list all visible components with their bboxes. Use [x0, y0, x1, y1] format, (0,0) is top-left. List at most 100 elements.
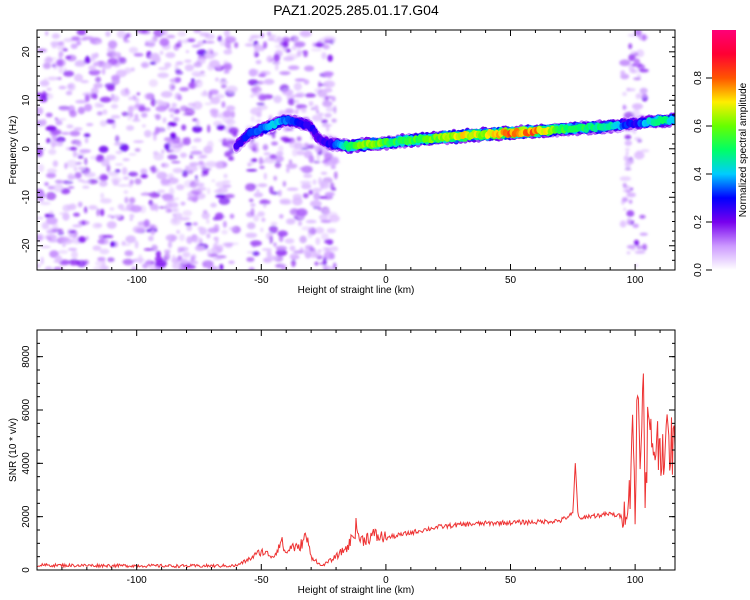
noise-speckle	[633, 77, 641, 81]
noise-speckle	[245, 183, 256, 192]
noise-speckle	[623, 185, 631, 189]
noise-speckle	[154, 126, 160, 135]
noise-speckle	[263, 152, 271, 156]
noise-speckle	[131, 266, 137, 270]
noise-speckle	[194, 179, 200, 184]
noise-speckle	[129, 179, 134, 185]
noise-speckle	[266, 250, 272, 257]
noise-speckle	[57, 45, 66, 51]
noise-speckle	[286, 163, 298, 169]
noise-speckle	[303, 50, 308, 58]
noise-speckle	[105, 31, 111, 37]
noise-speckle	[255, 60, 262, 65]
chart-title: PAZ1.2025.285.01.17.G04	[273, 2, 439, 18]
noise-speckle	[321, 119, 328, 124]
noise-speckle	[172, 213, 176, 217]
noise-speckle	[66, 159, 78, 168]
noise-speckle	[206, 218, 210, 224]
noise-speckle	[247, 161, 255, 166]
noise-speckle	[280, 264, 287, 270]
noise-speckle	[62, 243, 66, 247]
noise-speckle	[129, 197, 136, 204]
noise-speckle	[126, 125, 135, 131]
noise-speckle	[227, 157, 235, 161]
noise-speckle	[38, 197, 44, 202]
noise-speckle	[279, 214, 284, 219]
noise-speckle	[621, 197, 629, 203]
noise-speckle	[209, 59, 221, 68]
noise-speckle	[199, 70, 205, 75]
noise-speckle	[269, 235, 274, 244]
noise-speckle	[282, 89, 294, 96]
noise-speckle	[325, 106, 335, 112]
x-tick-label: 0	[383, 275, 389, 286]
noise-speckle	[273, 53, 281, 62]
noise-speckle	[292, 197, 303, 206]
noise-speckle	[629, 187, 634, 191]
noise-speckle	[37, 107, 44, 116]
noise-speckle	[111, 74, 121, 81]
noise-speckle	[58, 51, 64, 57]
noise-speckle	[51, 141, 55, 149]
noise-speckle	[37, 147, 43, 155]
noise-speckle	[86, 123, 94, 127]
noise-speckle	[92, 62, 101, 67]
noise-speckle	[58, 249, 69, 254]
noise-speckle	[628, 43, 633, 50]
noise-speckle	[56, 77, 62, 80]
noise-speckle	[129, 213, 135, 219]
noise-speckle	[100, 208, 105, 217]
noise-speckle	[92, 40, 96, 44]
noise-speckle	[190, 150, 203, 155]
noise-speckle	[159, 38, 170, 47]
noise-speckle	[160, 178, 171, 185]
noise-speckle	[47, 185, 55, 190]
noise-speckle	[81, 220, 86, 226]
ridge-cell	[671, 116, 675, 124]
noise-speckle	[333, 105, 337, 114]
noise-speckle	[180, 201, 186, 206]
noise-speckle	[285, 218, 296, 225]
noise-speckle	[186, 236, 193, 245]
noise-speckle	[222, 64, 230, 69]
noise-speckle	[109, 207, 115, 211]
noise-speckle	[622, 189, 632, 193]
noise-speckle	[76, 141, 82, 147]
noise-speckle	[303, 79, 310, 85]
x-tick-label: -100	[127, 275, 147, 286]
noise-speckle	[314, 104, 319, 111]
noise-speckle	[211, 51, 219, 57]
noise-speckle	[247, 79, 259, 86]
noise-speckle	[315, 237, 321, 245]
noise-speckle	[58, 85, 67, 90]
noise-speckle	[90, 87, 99, 95]
noise-speckle	[636, 150, 641, 156]
noise-speckle	[170, 113, 174, 118]
noise-speckle	[307, 232, 313, 239]
noise-speckle	[179, 87, 190, 92]
noise-speckle	[113, 51, 121, 58]
noise-speckle	[62, 204, 71, 212]
noise-speckle	[117, 203, 125, 210]
noise-speckle	[221, 101, 226, 108]
noise-speckle	[250, 94, 254, 98]
noise-speckle	[45, 125, 57, 132]
noise-speckle	[629, 69, 639, 74]
noise-speckle	[623, 207, 627, 211]
noise-speckle	[96, 208, 100, 217]
noise-speckle	[287, 98, 295, 106]
noise-speckle	[210, 96, 221, 105]
noise-speckle	[54, 117, 58, 121]
noise-speckle	[133, 53, 144, 57]
bottom-y-axis-label: SNR (10 * v/v)	[8, 418, 19, 482]
noise-speckle	[256, 102, 265, 106]
noise-speckle	[246, 169, 258, 172]
noise-speckle	[37, 216, 44, 220]
noise-speckle	[247, 213, 252, 218]
noise-speckle	[192, 260, 199, 265]
noise-speckle	[85, 236, 89, 241]
noise-speckle	[249, 266, 255, 270]
noise-speckle	[138, 105, 146, 112]
noise-speckle	[193, 61, 202, 68]
noise-speckle	[58, 107, 70, 112]
